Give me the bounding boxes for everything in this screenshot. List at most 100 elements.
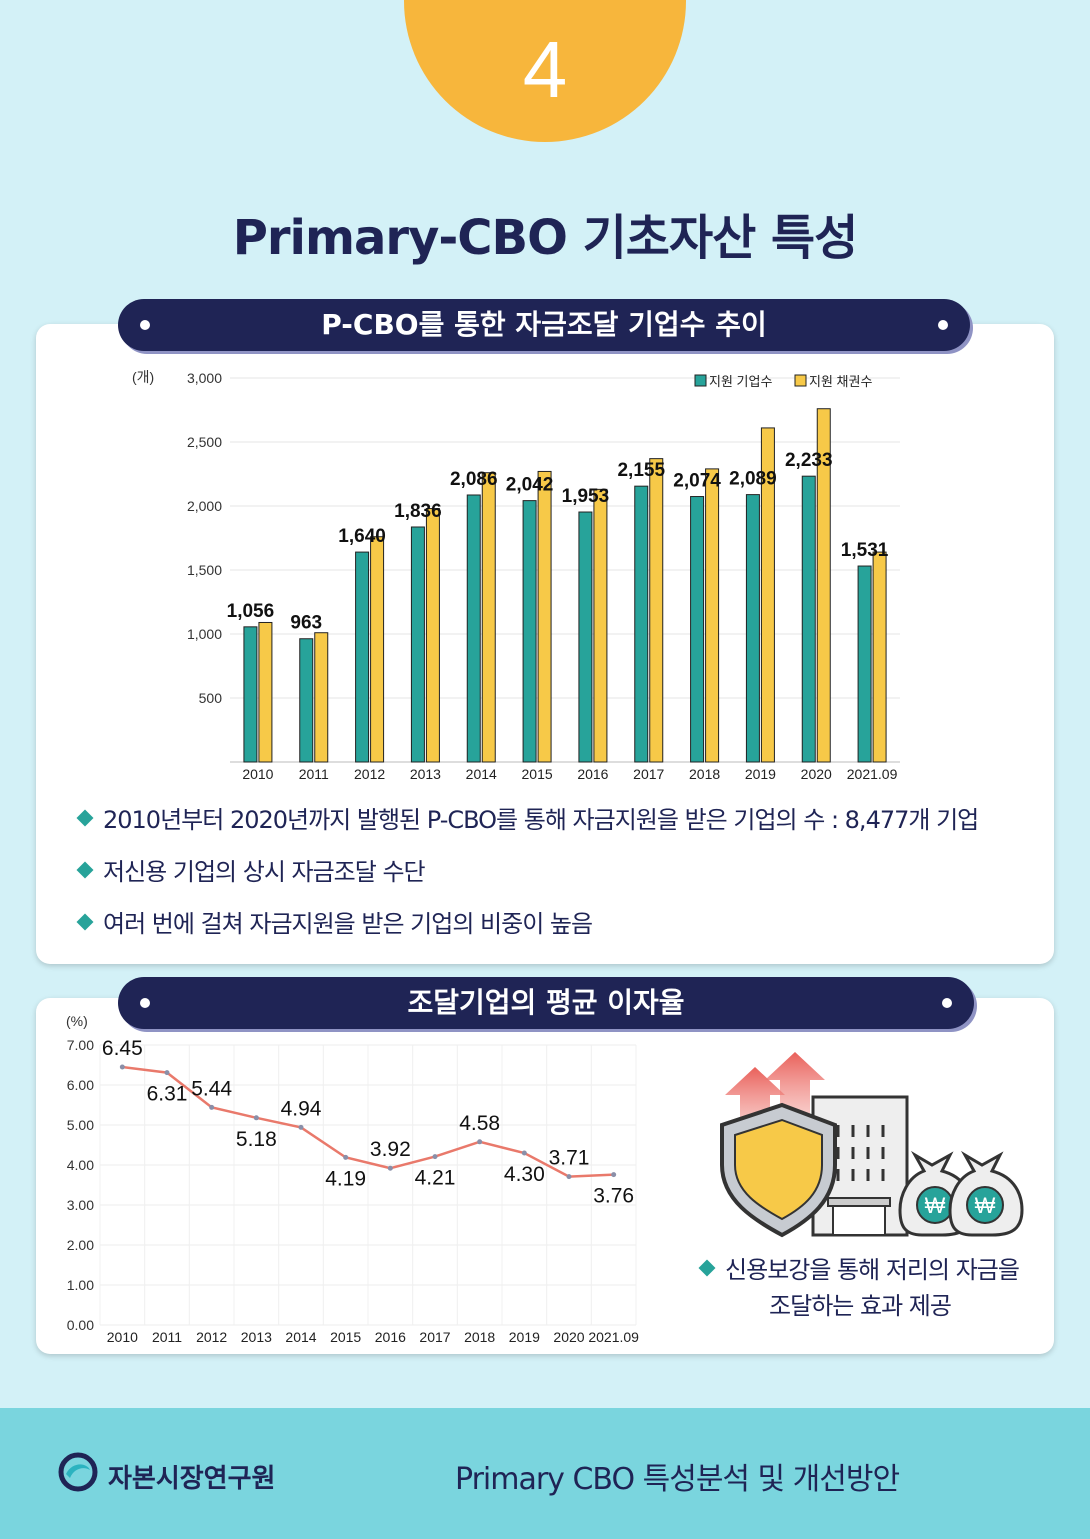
data-point [253, 1115, 259, 1121]
data-point [566, 1174, 572, 1180]
bar-data-label: 2,042 [506, 475, 554, 496]
bar-data-label: 2,089 [729, 469, 777, 490]
line-data-label: 5.44 [191, 1077, 232, 1100]
data-point [432, 1154, 438, 1160]
bar-bonds [705, 468, 720, 763]
note-line-2: 조달하는 효과 제공 [769, 1292, 952, 1320]
x-tick-label: 2018 [464, 1329, 495, 1345]
bar-bonds [816, 408, 831, 763]
bar-bonds [760, 427, 775, 763]
data-point [477, 1139, 483, 1145]
pill-dot-right [942, 998, 952, 1008]
section2-header: 조달기업의 평균 이자율 [118, 977, 974, 1029]
kcmi-logo-icon [58, 1452, 98, 1492]
bullet-3: 여러 번에 걸쳐 자금지원을 받은 기업의 비중이 높음 [75, 904, 593, 939]
companies-bar-chart: 500 1,000 1,500 2,000 2,500 3,000 (개) 2010 1,056… [132, 369, 900, 782]
page-title: Primary-CBO 기초자산 특성 [232, 210, 859, 266]
bar-companies [857, 565, 872, 763]
x-tick-label: 2010 [242, 766, 273, 782]
x-tick-label: 2016 [577, 766, 608, 782]
bar-companies [466, 494, 481, 763]
bar-data-label: 1,836 [394, 501, 442, 522]
y-tick-label: 7.00 [67, 1037, 94, 1053]
y-tick-label: 1,500 [187, 562, 222, 578]
line-data-label: 5.18 [236, 1128, 277, 1151]
bar-companies [578, 511, 593, 763]
interest-note: 신용보강을 통해 저리의 자금을 조달하는 효과 제공 [680, 1252, 1040, 1324]
bar-companies [299, 638, 314, 763]
bullet-1: 2010년부터 2020년까지 발행된 P-CBO를 통해 자금지원을 받은 기… [75, 800, 979, 835]
pill-dot-left [140, 998, 150, 1008]
footer-org-name: 자본시장연구원 [108, 1464, 276, 1494]
x-tick-label: 2019 [745, 766, 776, 782]
interest-line-chart: 0.00 1.00 2.00 3.00 4.00 5.00 6.00 7.00 (%) 6.45 2… [66, 1013, 639, 1345]
section-number: 4 [522, 25, 568, 114]
diamond-bullet-icon [76, 809, 94, 827]
money-bag-icon: ₩ [948, 1150, 1024, 1237]
y-tick-label: 0.00 [67, 1317, 94, 1333]
y-tick-label: 3,000 [187, 370, 222, 386]
bar-bonds [370, 536, 385, 763]
data-point [611, 1172, 617, 1178]
bar-bonds [425, 508, 440, 763]
bar-bonds [593, 488, 608, 763]
data-point [209, 1104, 215, 1110]
legend-label: 지원 채권수 [809, 374, 872, 389]
y-tick-label: 6.00 [67, 1077, 94, 1093]
y-tick-label: 2,000 [187, 498, 222, 514]
line-data-label: 4.30 [504, 1163, 545, 1186]
bar-data-label: 1,531 [841, 540, 889, 561]
bar-bonds [314, 632, 329, 763]
y-tick-label: 2,500 [187, 434, 222, 450]
line-data-label: 6.45 [102, 1037, 143, 1060]
data-point [521, 1150, 527, 1156]
bar-bonds [649, 458, 664, 763]
footer-document-title: Primary CBO 특성분석 및 개선방안 [455, 1462, 900, 1497]
pill-dot-right [938, 320, 948, 330]
y-tick-label: 500 [199, 690, 223, 706]
legend-label: 지원 기업수 [709, 374, 772, 389]
x-tick-label: 2018 [689, 766, 720, 782]
x-tick-label: 2011 [299, 766, 329, 782]
pill-dot-left [140, 320, 150, 330]
y-tick-label: 4.00 [67, 1157, 94, 1173]
y-unit-label: (개) [132, 369, 154, 385]
y-tick-label: 1,000 [187, 626, 222, 642]
x-tick-label: 2016 [375, 1329, 406, 1345]
data-point [298, 1124, 304, 1130]
line-data-label: 3.71 [549, 1147, 590, 1170]
shield-building-moneybag-illustration: ₩ ₩ [720, 1052, 1024, 1238]
bullet-text-3: 여러 번에 걸쳐 자금지원을 받은 기업의 비중이 높음 [103, 910, 593, 938]
legend-swatch [794, 374, 807, 387]
bullet-text-1: 2010년부터 2020년까지 발행된 P-CBO를 통해 자금지원을 받은 기… [103, 806, 979, 834]
note-line-1: 신용보강을 통해 저리의 자금을 [725, 1256, 1020, 1284]
y-unit-label: (%) [66, 1013, 88, 1029]
bar-data-label: 2,086 [450, 469, 498, 490]
won-sign-icon: ₩ [925, 1193, 946, 1218]
bar-companies [355, 551, 370, 763]
bar-companies [690, 496, 705, 763]
bar-bonds [258, 621, 273, 763]
bullet-2: 저신용 기업의 상시 자금조달 수단 [75, 852, 426, 887]
shield-icon [720, 1102, 837, 1238]
x-tick-label: 2015 [330, 1329, 361, 1345]
bullet-text-2: 저신용 기업의 상시 자금조달 수단 [103, 858, 426, 886]
y-tick-label: 5.00 [67, 1117, 94, 1133]
bar-data-label: 1,056 [227, 601, 275, 622]
bar-bonds [872, 551, 887, 763]
data-point [119, 1064, 125, 1070]
diamond-bullet-icon [698, 1259, 716, 1277]
y-tick-label: 3.00 [67, 1197, 94, 1213]
bar-companies [522, 500, 537, 763]
bar-companies [634, 485, 649, 763]
line-data-label: 4.19 [325, 1167, 366, 1190]
x-tick-label: 2010 [107, 1329, 138, 1345]
line-data-label: 3.76 [593, 1185, 634, 1208]
x-tick-label: 2012 [196, 1329, 227, 1345]
data-point [343, 1154, 349, 1160]
x-tick-label: 2020 [553, 1329, 584, 1345]
bar-data-label: 2,074 [673, 471, 721, 492]
x-tick-label: 2020 [801, 766, 832, 782]
diamond-bullet-icon [76, 913, 94, 931]
x-tick-label: 2014 [466, 766, 497, 782]
